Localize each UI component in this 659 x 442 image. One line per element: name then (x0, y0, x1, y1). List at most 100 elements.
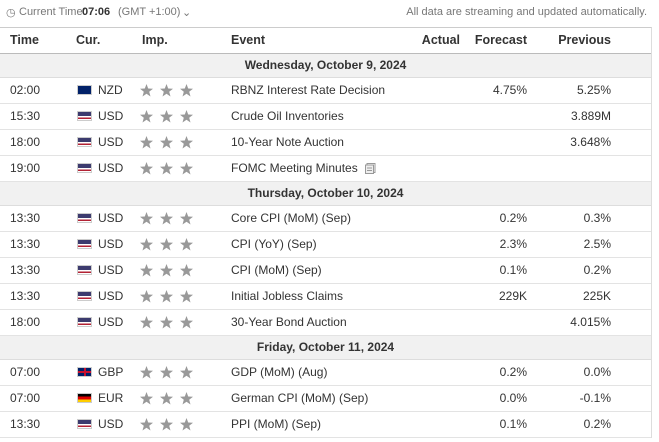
currency: EUR (98, 391, 124, 405)
event-row[interactable]: 18:00 USD 30-Year Bond Auction 4.015% (0, 310, 651, 336)
forecast: 0.1% (499, 417, 527, 431)
column-header[interactable]: Forecast (474, 33, 527, 47)
event-row[interactable]: 18:00 USD 10-Year Note Auction 3.648% (0, 130, 651, 156)
event-row[interactable]: 13:30 USD CPI (YoY) (Sep) 2.3% 2.5% (0, 232, 651, 258)
column-header[interactable]: Time (10, 33, 39, 47)
flag (77, 317, 92, 327)
forecast: 0.0% (499, 391, 527, 405)
importance (140, 162, 193, 175)
currency: USD (98, 135, 124, 149)
previous: 0.0% (583, 365, 611, 379)
event[interactable]: 30-Year Bond Auction (231, 315, 347, 329)
flag (77, 163, 92, 173)
importance (140, 136, 193, 149)
event-row[interactable]: 19:00 USD FOMC Meeting Minutes (0, 156, 651, 182)
currency: GBP (98, 365, 124, 379)
event[interactable]: CPI (YoY) (Sep) (231, 237, 317, 251)
column-header[interactable]: Previous (558, 33, 611, 47)
event[interactable]: PPI (MoM) (Sep) (231, 417, 322, 431)
previous: 225K (582, 289, 611, 303)
currency: USD (98, 289, 124, 303)
importance (140, 392, 193, 405)
events-table: Time Cur. Imp. Event Actual Forecast Previous W… (0, 27, 652, 438)
event[interactable]: Crude Oil Inventories (231, 109, 344, 123)
forecast: 0.2% (499, 365, 527, 379)
event[interactable]: CPI (MoM) (Sep) (231, 263, 322, 277)
forecast: 0.1% (499, 263, 527, 277)
clock-icon: ◷ (6, 7, 16, 19)
forecast: 229K (498, 289, 527, 303)
previous: 0.2% (583, 417, 611, 431)
event-row[interactable]: 13:30 USD PPI (MoM) (Sep) 0.1% 0.2% (0, 412, 651, 438)
event[interactable]: GDP (MoM) (Aug) (231, 365, 328, 379)
event[interactable]: Initial Jobless Claims (231, 289, 344, 303)
time: 13:30 (10, 263, 41, 277)
time: 15:30 (10, 109, 41, 123)
currency: USD (98, 161, 124, 175)
current-time: 07:06 (82, 6, 111, 18)
flag (77, 85, 92, 95)
event[interactable]: 10-Year Note Auction (231, 135, 344, 149)
importance (140, 212, 193, 225)
flag (77, 367, 92, 377)
time: 13:30 (10, 417, 41, 431)
forecast: 0.2% (499, 211, 527, 225)
time: 18:00 (10, 315, 41, 329)
event-row[interactable]: 13:30 USD CPI (MoM) (Sep) 0.1% 0.2% (0, 258, 651, 284)
event-row[interactable]: 02:00 NZD RBNZ Interest Rate Decision 4.75%… (0, 78, 651, 104)
importance (140, 238, 193, 251)
dropdown-arrow[interactable]: ⌄ (182, 7, 192, 19)
flag (77, 239, 92, 249)
event[interactable]: RBNZ Interest Rate Decision (231, 83, 386, 97)
event-row[interactable]: 07:00 GBP GDP (MoM) (Aug) 0.2% 0.0% (0, 360, 651, 386)
flag (77, 419, 92, 429)
flag (77, 393, 92, 403)
previous: 5.25% (576, 83, 611, 97)
importance (140, 110, 193, 123)
time: 13:30 (10, 211, 41, 225)
currency: USD (98, 237, 124, 251)
day-header: Friday, October 11, 2024 (0, 336, 651, 360)
document-icon[interactable] (364, 163, 376, 174)
previous: 3.889M (570, 109, 611, 123)
flag (77, 111, 92, 121)
importance (140, 418, 193, 431)
flag (77, 291, 92, 301)
event[interactable]: German CPI (MoM) (Sep) (231, 391, 369, 405)
event[interactable]: Core CPI (MoM) (Sep) (231, 211, 352, 225)
importance (140, 84, 193, 97)
importance (140, 366, 193, 379)
event-row[interactable]: 13:30 USD Initial Jobless Claims 229K 225K (0, 284, 651, 310)
timezone[interactable]: (GMT +1:00) (118, 6, 181, 18)
previous: 4.015% (570, 315, 611, 329)
column-header: Imp. (142, 33, 168, 47)
time: 13:30 (10, 237, 41, 251)
flag (77, 213, 92, 223)
event-row[interactable]: 15:30 USD Crude Oil Inventories 3.889M (0, 104, 651, 130)
event[interactable]: FOMC Meeting Minutes (231, 161, 358, 175)
currency: USD (98, 109, 124, 123)
event-row[interactable]: 07:00 EUR German CPI (MoM) (Sep) 0.0% -0.1% (0, 386, 651, 412)
importance (140, 316, 193, 329)
flag (77, 265, 92, 275)
importance (140, 264, 193, 277)
currency: USD (98, 315, 124, 329)
currency: USD (98, 211, 124, 225)
day-header: Wednesday, October 9, 2024 (0, 54, 651, 78)
flag (77, 137, 92, 147)
top-bar: ◷ Current Time: 07:06 (GMT +1:00) ⌄ All … (0, 0, 659, 24)
column-header: Cur. (76, 33, 101, 47)
column-header[interactable]: Actual (421, 33, 460, 47)
forecast: 2.3% (499, 237, 527, 251)
previous: 3.648% (570, 135, 611, 149)
previous: 2.5% (583, 237, 611, 251)
time: 02:00 (10, 83, 41, 97)
time: 07:00 (10, 365, 41, 379)
currency: USD (98, 263, 124, 277)
event-row[interactable]: 13:30 USD Core CPI (MoM) (Sep) 0.2% 0.3% (0, 206, 651, 232)
header-row: Time Cur. Imp. Event Actual Forecast Previous (0, 28, 651, 54)
note: All data are streaming and updated autom… (406, 6, 647, 18)
time-label: Current Time: (19, 6, 86, 18)
time: 19:00 (10, 161, 41, 175)
